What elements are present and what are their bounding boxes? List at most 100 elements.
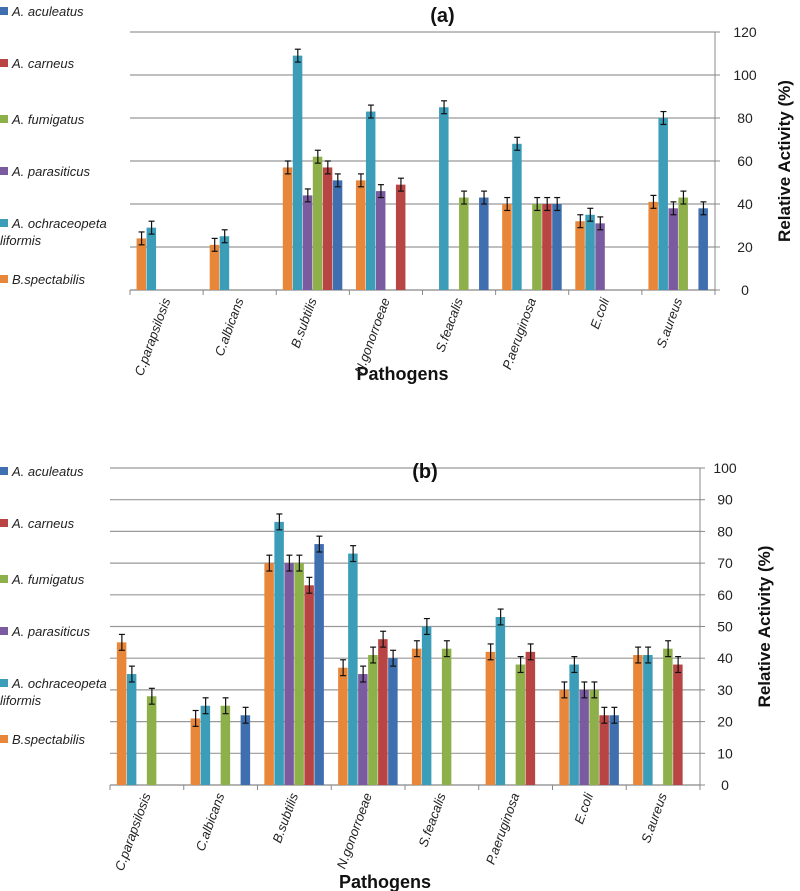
bar xyxy=(525,651,536,785)
bar xyxy=(338,667,348,785)
bar xyxy=(378,639,388,785)
y-tick-label: 40 xyxy=(717,650,733,666)
legend-label: A. aculeatus xyxy=(12,4,84,19)
y-tick-label: 0 xyxy=(721,777,729,793)
bar xyxy=(240,715,251,785)
y-tick-label: 60 xyxy=(717,587,733,603)
legend-item: A. fumigatus xyxy=(0,111,115,128)
legend-swatch xyxy=(0,167,8,175)
bar xyxy=(312,156,323,290)
x-tick-label: C.parapsilosis xyxy=(112,790,154,872)
legend-item: A. ochraceopeta liformis xyxy=(0,675,115,709)
bar xyxy=(633,655,643,785)
x-tick-label: S.aureus xyxy=(653,295,685,349)
bar xyxy=(116,642,127,785)
bar xyxy=(559,689,569,785)
y-tick-label: 0 xyxy=(741,282,749,298)
legend-label: A. parasiticus xyxy=(12,164,91,179)
y-tick-label: 80 xyxy=(737,110,753,126)
x-tick-label: P.aeruginosa xyxy=(499,296,539,372)
chart-title: (b) xyxy=(412,461,438,483)
y-tick-label: 10 xyxy=(717,745,733,761)
y-tick-label: 80 xyxy=(717,523,733,539)
x-axis-label: Pathogens xyxy=(339,872,431,891)
y-tick-label: 20 xyxy=(717,714,733,730)
legend-label: A. aculeatus xyxy=(12,464,84,479)
y-axis-label: Relative Activity (%) xyxy=(775,80,794,242)
bar xyxy=(459,197,469,290)
legend-label: A. carneus xyxy=(12,516,75,531)
legend-item: A. carneus xyxy=(0,55,115,72)
legend-swatch xyxy=(0,467,8,475)
bar xyxy=(219,236,230,290)
y-tick-label: 70 xyxy=(717,555,733,571)
x-tick-label: E.coli xyxy=(587,295,612,331)
legend-label: B.spectabilis xyxy=(12,732,85,747)
bar xyxy=(569,664,579,785)
bar xyxy=(595,223,605,290)
bar xyxy=(552,204,562,290)
bar xyxy=(294,563,304,785)
bar xyxy=(585,214,595,290)
x-tick-label: B.subtilis xyxy=(269,790,301,844)
bar xyxy=(322,167,333,290)
bar xyxy=(648,201,658,290)
x-tick-label: N.gonorroeae xyxy=(334,791,375,871)
bar xyxy=(542,204,552,290)
bar xyxy=(375,191,386,290)
y-tick-label: 30 xyxy=(717,682,733,698)
legend-swatch xyxy=(0,679,8,687)
bar xyxy=(332,180,343,290)
bar xyxy=(421,626,432,785)
legend-label: B.spectabilis xyxy=(12,272,85,287)
x-tick-label: S.feacalis xyxy=(415,790,449,849)
bar xyxy=(479,197,489,290)
bar xyxy=(368,655,378,785)
bar xyxy=(663,648,673,785)
bar xyxy=(200,705,211,785)
bar xyxy=(575,221,585,290)
bar xyxy=(698,208,708,290)
bar xyxy=(264,563,274,785)
legend-label: A. ochraceopeta liformis xyxy=(0,676,107,708)
bar xyxy=(673,664,683,785)
bar xyxy=(609,715,619,785)
x-tick-label: C.albicans xyxy=(193,790,228,853)
bar xyxy=(589,689,599,785)
bar xyxy=(515,664,526,785)
bar xyxy=(579,689,589,785)
bar xyxy=(388,658,398,785)
x-axis-label: Pathogens xyxy=(356,364,448,384)
legend-swatch xyxy=(0,735,8,743)
y-tick-label: 50 xyxy=(717,619,733,635)
legend-label: A. fumigatus xyxy=(12,112,85,127)
bar xyxy=(146,696,157,785)
legend-swatch xyxy=(0,115,8,123)
legend-swatch xyxy=(0,7,8,15)
bar xyxy=(502,204,512,290)
legend-swatch xyxy=(0,519,8,527)
bar xyxy=(355,180,366,290)
legend-label: A. carneus xyxy=(12,56,75,71)
bar xyxy=(441,648,452,785)
y-tick-label: 90 xyxy=(717,492,733,508)
x-tick-label: P.aeruginosa xyxy=(483,791,523,867)
legend-item: A. parasiticus xyxy=(0,163,115,180)
legend-item: A. parasiticus xyxy=(0,623,115,640)
chart-b: 0 10 20 30 40 50 60 70 80 90 100 (b) Relative Activi… xyxy=(109,460,774,891)
bar xyxy=(220,705,231,785)
bar xyxy=(126,674,137,785)
chart-a: 0 20 40 60 80 100 120 (a) Relative Activity (%) P… xyxy=(129,5,794,384)
bar xyxy=(358,674,368,785)
legend-swatch xyxy=(0,575,8,583)
bar xyxy=(302,195,313,290)
bar xyxy=(658,118,668,290)
bar xyxy=(146,227,157,290)
y-tick-label: 20 xyxy=(737,239,753,255)
bar xyxy=(365,111,376,290)
legend-item: A. fumigatus xyxy=(0,571,115,588)
legend-item: A. aculeatus xyxy=(0,3,115,20)
bar xyxy=(304,585,314,785)
legend-label: A. ochraceopeta liformis xyxy=(0,216,107,248)
